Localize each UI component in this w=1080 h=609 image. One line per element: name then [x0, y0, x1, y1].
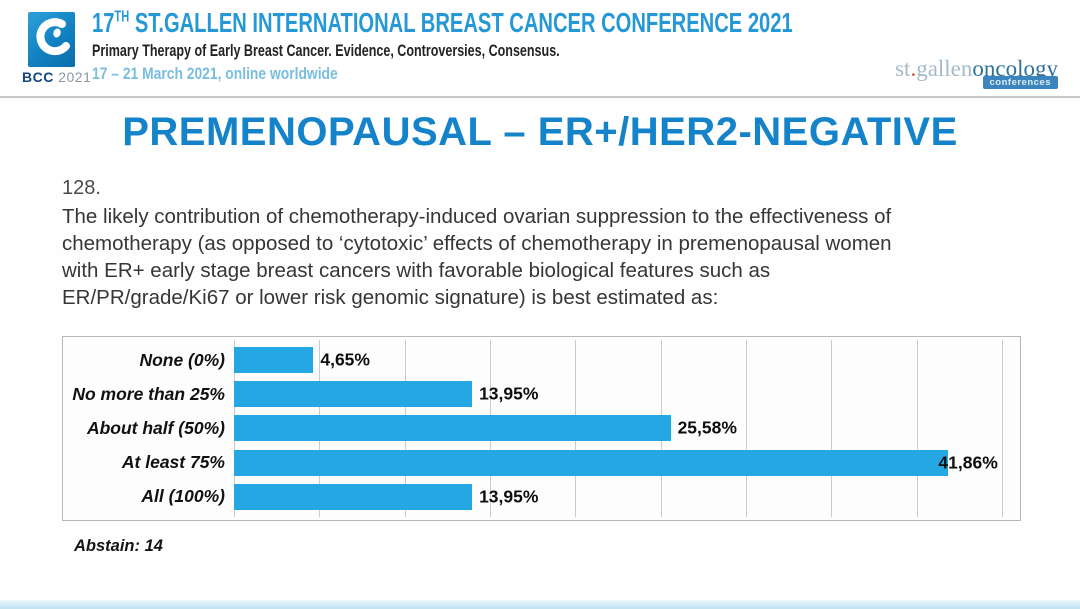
- bar: [234, 483, 473, 510]
- question-text: The likely contribution of chemotherapy-…: [62, 205, 892, 309]
- brand-gallen: gallen: [916, 56, 973, 81]
- chart-row: All (100%) 13,95%: [63, 482, 1020, 512]
- bar-category-label: None (0%): [139, 349, 225, 370]
- bcc-logo-caption: BCC 2021: [22, 69, 106, 85]
- chart-row: None (0%) 4,65%: [63, 345, 1020, 375]
- bcc-logo-year: 2021: [58, 69, 92, 85]
- grid-line: [746, 340, 747, 517]
- abstain-note: Abstain: 14: [74, 537, 163, 555]
- bar-track: 4,65%: [234, 347, 1002, 374]
- stgallen-oncology-logo: st.gallenoncology conferences: [895, 56, 1058, 89]
- bar: [234, 449, 949, 476]
- conference-subtitle: Primary Therapy of Early Breast Cancer. …: [92, 42, 560, 60]
- grid-line: [1002, 340, 1003, 517]
- bar-track: 25,58%: [234, 415, 1002, 442]
- bar-value-label: 13,95%: [479, 486, 539, 507]
- slide-title: PREMENOPAUSAL – ER+/HER2-NEGATIVE: [122, 110, 958, 154]
- bar-category-label: About half (50%): [86, 417, 225, 438]
- brand-dot: .: [910, 56, 917, 81]
- bcc-droplet-icon: [28, 12, 75, 67]
- brand-conferences-badge: conferences: [982, 76, 1058, 89]
- bar-track: 13,95%: [234, 483, 1002, 510]
- question-number: 128.: [62, 177, 101, 199]
- bar: [234, 415, 671, 442]
- bcc-logo: BCC 2021: [22, 12, 106, 85]
- conference-dates: 17 – 21 March 2021, online worldwide: [92, 65, 338, 83]
- bar-category-label: All (100%): [141, 486, 225, 507]
- conference-header: BCC 2021 17TH ST.GALLEN INTERNATIONAL BR…: [0, 0, 1080, 98]
- conference-title: 17TH ST.GALLEN INTERNATIONAL BREAST CANC…: [92, 7, 793, 39]
- chart-rows: None (0%) 4,65% No more than 25% 13,95% Abou…: [63, 337, 1020, 520]
- grid-line: [831, 340, 833, 517]
- bar-category-label: No more than 25%: [72, 383, 225, 404]
- conference-title-number: 17: [92, 7, 115, 38]
- bar-track: 13,95%: [234, 381, 1002, 408]
- bar: [234, 381, 473, 408]
- grid-line: [916, 340, 918, 517]
- conference-title-ordinal: TH: [114, 8, 130, 26]
- bar-value-label: 25,58%: [677, 417, 737, 438]
- chart-row: At least 75% 41,86%: [63, 448, 1020, 478]
- chart-row: About half (50%) 25,58%: [63, 413, 1020, 443]
- conference-title-rest: ST.GALLEN INTERNATIONAL BREAST CANCER CO…: [129, 7, 793, 38]
- bottom-accent-strip: [0, 600, 1080, 609]
- header-text-block: 17TH ST.GALLEN INTERNATIONAL BREAST CANC…: [92, 7, 1065, 84]
- bar-category-label: At least 75%: [121, 452, 225, 473]
- vote-results-bar-chart: None (0%) 4,65% No more than 25% 13,95% Abou…: [62, 336, 1021, 521]
- chart-row: No more than 25% 13,95%: [63, 379, 1020, 409]
- bar-value-label: 41,86%: [938, 452, 998, 473]
- brand-st: st: [895, 56, 911, 81]
- bar: [234, 347, 314, 374]
- bar-value-label: 4,65%: [320, 349, 370, 370]
- bar-value-label: 13,95%: [479, 383, 539, 404]
- bar-track: 41,86%: [234, 449, 1002, 476]
- bcc-logo-text: BCC: [22, 69, 54, 85]
- header-divider: [0, 96, 1080, 98]
